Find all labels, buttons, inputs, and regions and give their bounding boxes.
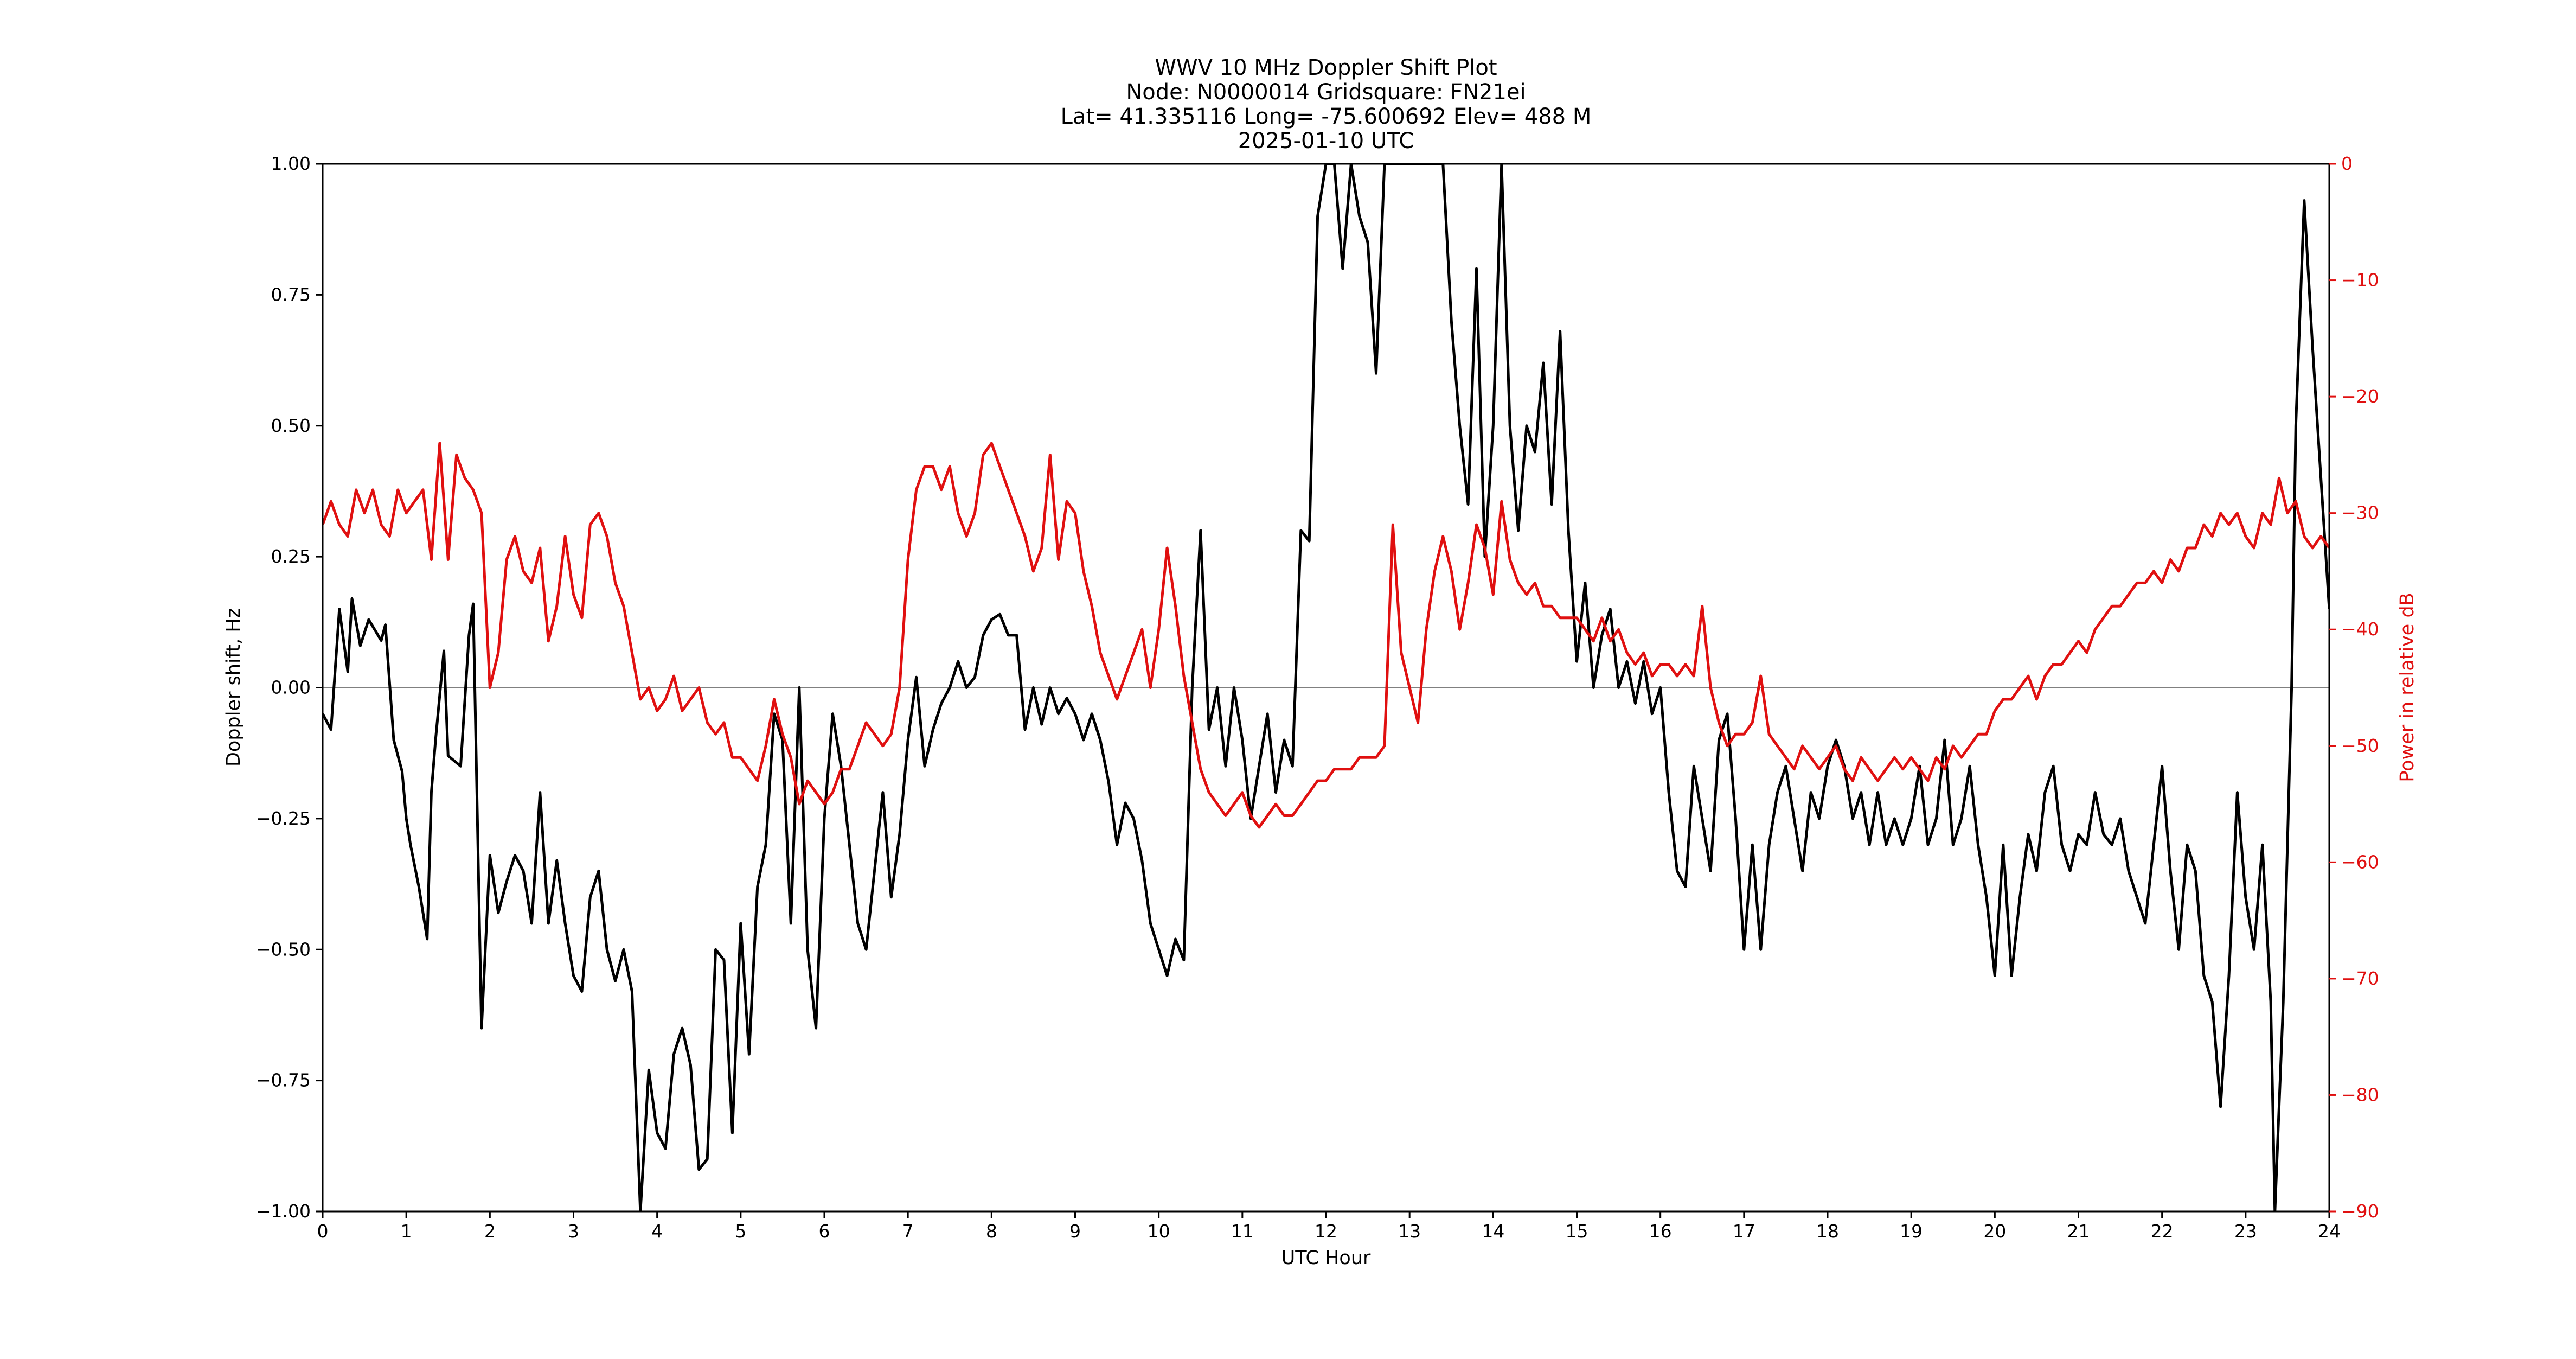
chart-title: WWV 10 MHz Doppler Shift Plot Node: N000… [1061, 55, 1592, 154]
y-tick-label-left: 0.50 [271, 415, 311, 436]
x-tick-label: 3 [568, 1221, 579, 1242]
y-tick-label-left: 1.00 [271, 153, 311, 174]
y-tick-label-right: −40 [2341, 618, 2379, 640]
y-tick-label-right: −80 [2341, 1084, 2379, 1105]
y-tick-label-right: −20 [2341, 386, 2379, 407]
x-tick-label: 9 [1069, 1221, 1081, 1242]
x-tick-label: 22 [2151, 1221, 2174, 1242]
y-tick-label-left: −0.50 [256, 939, 311, 960]
y-tick-label-left: −0.75 [256, 1070, 311, 1091]
y-tick-label-right: −70 [2341, 968, 2379, 989]
y-tick-label-left: 0.00 [271, 677, 311, 698]
x-tick-label: 21 [2067, 1221, 2090, 1242]
x-tick-label: 12 [1315, 1221, 1337, 1242]
title-line-4: 2025-01-10 UTC [1238, 129, 1414, 154]
y-tick-label-left: 0.75 [271, 284, 311, 305]
x-tick-label: 7 [902, 1221, 914, 1242]
x-tick-label: 19 [1900, 1221, 1923, 1242]
x-tick-label: 10 [1148, 1221, 1170, 1242]
x-tick-label: 1 [401, 1221, 412, 1242]
x-axis-label: UTC Hour [1281, 1247, 1371, 1269]
y-tick-label-left: 0.25 [271, 546, 311, 567]
y-tick-label-right: −30 [2341, 502, 2379, 524]
y-tick-label-right: −50 [2341, 735, 2379, 756]
plot-area [323, 164, 2329, 1211]
x-tick-label: 16 [1649, 1221, 1672, 1242]
power-series [323, 442, 2329, 829]
y-tick-label-right: −10 [2341, 270, 2379, 291]
x-tick-label: 20 [1983, 1221, 2006, 1242]
y-axis-label-right: Power in relative dB [2396, 592, 2418, 782]
x-tick-label: 15 [1566, 1221, 1588, 1242]
x-tick-label: 14 [1482, 1221, 1504, 1242]
x-tick-label: 17 [1733, 1221, 1755, 1242]
title-line-3: Lat= 41.335116 Long= -75.600692 Elev= 48… [1061, 104, 1592, 129]
x-tick-label: 18 [1816, 1221, 1839, 1242]
y-tick-label-left: −0.25 [256, 808, 311, 829]
x-tick-label: 6 [819, 1221, 830, 1242]
x-tick-label: 0 [317, 1221, 329, 1242]
y-tick-label-left: −1.00 [256, 1201, 311, 1222]
x-tick-label: 24 [2318, 1221, 2341, 1242]
x-tick-label: 4 [651, 1221, 663, 1242]
title-line-1: WWV 10 MHz Doppler Shift Plot [1155, 55, 1497, 80]
y-tick-label-right: −90 [2341, 1201, 2379, 1222]
title-line-2: Node: N0000014 Gridsquare: FN21ei [1126, 80, 1526, 105]
x-tick-label: 8 [986, 1221, 997, 1242]
y-axis-label-left: Doppler shift, Hz [223, 608, 245, 767]
x-tick-label: 11 [1231, 1221, 1254, 1242]
y-tick-label-right: −60 [2341, 851, 2379, 872]
x-tick-label: 2 [484, 1221, 496, 1242]
x-tick-label: 5 [735, 1221, 746, 1242]
doppler-shift-series [323, 164, 2329, 1211]
x-tick-label: 13 [1398, 1221, 1421, 1242]
x-tick-label: 23 [2234, 1221, 2257, 1242]
y-tick-label-right: 0 [2341, 153, 2353, 174]
